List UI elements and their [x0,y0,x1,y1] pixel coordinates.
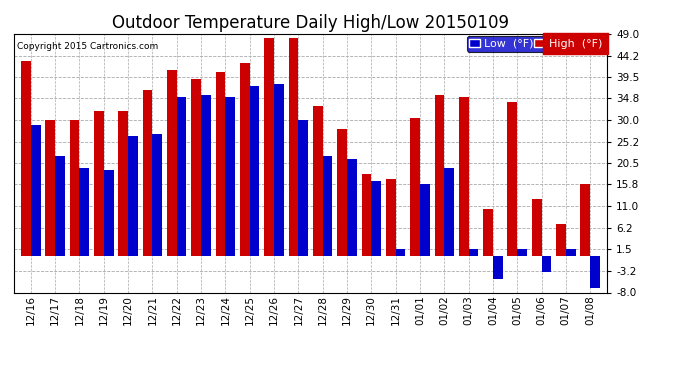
Bar [493,256,502,279]
Bar [128,136,138,256]
Bar [177,97,186,256]
Bar [152,134,162,256]
Bar [420,183,430,256]
Bar [362,174,371,256]
Bar [216,72,226,256]
Bar [386,179,395,256]
Bar [46,120,55,256]
Legend: Low  (°F), High  (°F): Low (°F), High (°F) [466,36,605,52]
Bar [191,79,201,256]
Bar [167,70,177,256]
Bar [580,183,590,256]
Bar [532,200,542,256]
Bar [274,84,284,256]
Title: Outdoor Temperature Daily High/Low 20150109: Outdoor Temperature Daily High/Low 20150… [112,14,509,32]
Bar [94,111,104,256]
Bar [250,86,259,256]
Bar [264,38,274,256]
Bar [347,159,357,256]
Bar [518,249,527,256]
Bar [201,95,210,256]
Bar [119,111,128,256]
Bar [298,120,308,256]
Bar [411,118,420,256]
Bar [288,38,298,256]
Bar [395,249,405,256]
Bar [21,61,31,256]
Bar [226,97,235,256]
Bar [104,170,114,256]
Text: Copyright 2015 Cartronics.com: Copyright 2015 Cartronics.com [17,42,158,51]
Bar [459,97,469,256]
Bar [323,156,333,256]
Bar [31,124,41,256]
Bar [566,249,575,256]
Bar [55,156,65,256]
Bar [143,90,152,256]
Bar [469,249,478,256]
Bar [371,181,381,256]
Bar [483,209,493,256]
Bar [556,224,566,256]
Bar [507,102,518,256]
Bar [444,168,454,256]
Bar [70,120,79,256]
Bar [337,129,347,256]
Bar [240,63,250,256]
Bar [313,106,323,256]
Bar [435,95,444,256]
Bar [542,256,551,272]
Bar [79,168,89,256]
Bar [590,256,600,288]
